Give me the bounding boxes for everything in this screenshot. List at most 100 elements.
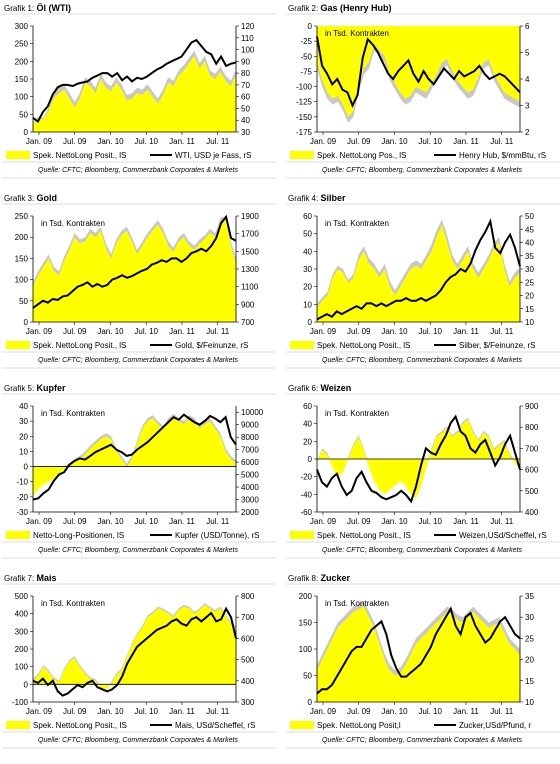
left-tick-label: -75 (300, 67, 312, 76)
right-tick-label: 700 (525, 444, 539, 453)
right-tick-label: 800 (241, 592, 255, 601)
units-annotation: in Tsd. Kontrakten (41, 599, 105, 608)
right-tick-label: 3000 (241, 496, 259, 505)
legend-label-area: Spek. NettoLong Pos., lS (317, 151, 406, 160)
left-tick-label: 10 (19, 447, 28, 456)
left-tick-label: 300 (15, 627, 29, 636)
x-tick-label: Jul. 11 (206, 517, 230, 526)
source-note: Quelle: CFTC; Bloomberg, Commerzbank Cor… (38, 357, 238, 364)
chart-panel-6: Grafik 6: Weizen -60 -40 -20 0 20 40 60 400 500 60… (286, 383, 560, 559)
x-tick-label: Jul. 10 (418, 517, 442, 526)
x-tick-label: Jul. 11 (490, 707, 514, 716)
left-tick-label: 50 (19, 110, 28, 119)
right-tick-label: 90 (241, 57, 250, 66)
left-tick-label: 0 (24, 680, 29, 689)
chart-title-name: Mais (36, 573, 56, 583)
left-tick-label: 250 (15, 40, 29, 49)
right-tick-label: 40 (525, 239, 534, 248)
legend-label-line: Mais, USd/Scheffel, rS (175, 721, 255, 730)
left-tick-label: -25 (300, 37, 312, 46)
left-tick-label: 20 (303, 283, 312, 292)
left-tick-label: 100 (15, 663, 29, 672)
legend-label-line: WTI, USD je Fass, rS (175, 151, 251, 160)
left-tick-label: 200 (299, 592, 313, 601)
chart-panel-3: Grafik 3: Gold 0 50 100 150 200 250 700 900 1100 1… (2, 193, 276, 369)
source-note: Quelle: CFTC; Bloomberg, Commerzbank Cor… (38, 167, 238, 174)
left-tick-label: 200 (15, 57, 29, 66)
right-tick-label: 30 (241, 128, 250, 137)
right-tick-label: 500 (525, 487, 539, 496)
chart-title-name: Gas (Henry Hub) (320, 3, 391, 13)
right-tick-label: 500 (241, 656, 255, 665)
legend-label-line: Henry Hub, $/mmBtu, rS (459, 151, 546, 160)
right-tick-label: 5000 (241, 471, 259, 480)
left-tick-label: 20 (303, 437, 312, 446)
x-tick-label: Jul. 09 (347, 707, 371, 716)
x-tick-label: Jul. 10 (418, 327, 442, 336)
right-tick-label: 45 (525, 225, 534, 234)
chart-title-name: Weizen (320, 383, 351, 393)
right-tick-label: 25 (525, 634, 534, 643)
x-tick-label: Jan. 11 (453, 517, 479, 526)
units-annotation: in Tsd. Kontrakten (325, 409, 389, 418)
source-note: Quelle: CFTC; Bloomberg, Commerzbank Cor… (322, 357, 522, 364)
legend-label-area: Spek. NettoLong Posit., lS (33, 151, 126, 160)
right-tick-label: 15 (525, 305, 534, 314)
x-tick-label: Jan. 10 (97, 327, 124, 336)
chart-title-name: Silber (320, 193, 346, 203)
x-tick-label: Jul. 09 (63, 327, 87, 336)
x-tick-label: Jan. 10 (381, 327, 408, 336)
legend-label-line: Weizen,USd/Scheffel, rS (459, 531, 547, 540)
chart-title-prefix: Grafik 4: (288, 194, 320, 203)
chart-panel-5: Grafik 5: Kupfer -30 -20 -10 0 10 20 30 40 2000 30… (2, 383, 276, 559)
left-tick-label: 0 (24, 128, 29, 137)
right-tick-label: 10000 (241, 408, 264, 417)
left-tick-label: -125 (296, 98, 313, 107)
x-tick-label: Jan. 10 (97, 517, 124, 526)
chart-title: Grafik 5: Kupfer (4, 383, 66, 393)
right-tick-label: 25 (525, 278, 534, 287)
right-tick-label: 700 (241, 318, 255, 327)
positions-area (33, 216, 236, 322)
right-tick-label: 35 (525, 252, 534, 261)
price-line (32, 413, 237, 501)
right-tick-label: 600 (241, 634, 255, 643)
units-annotation: in Tsd. Kontrakten (325, 219, 389, 228)
left-tick-label: 20 (19, 432, 28, 441)
price-line (316, 218, 521, 321)
x-tick-label: Jan. 10 (381, 137, 408, 146)
legend-swatch-area (6, 531, 30, 539)
x-tick-label: Jul. 10 (134, 327, 158, 336)
x-tick-label: Jan. 09 (26, 517, 53, 526)
legend-swatch-area (290, 721, 314, 729)
legend-swatch-area (290, 341, 314, 349)
chart-title-prefix: Grafik 7: (4, 574, 36, 583)
right-tick-label: 700 (241, 613, 255, 622)
x-tick-label: Jul. 11 (206, 707, 230, 716)
right-tick-label: 1100 (241, 283, 259, 292)
left-tick-label: 60 (303, 212, 312, 221)
x-tick-label: Jul. 10 (134, 137, 158, 146)
legend-label-area: Spek. NettoLong Posit., lS (33, 341, 126, 350)
right-tick-label: 80 (241, 69, 250, 78)
chart-panel-8: Grafik 8: Zucker 0 50 100 150 200 10 15 20 25 30 35… (286, 573, 560, 749)
left-tick-label: 0 (308, 22, 313, 31)
right-tick-label: 4000 (241, 483, 259, 492)
chart-title: Grafik 4: Silber (288, 193, 346, 203)
legend-swatch-area (290, 151, 314, 159)
left-tick-label: 40 (19, 402, 28, 411)
left-tick-label: 50 (303, 230, 312, 239)
legend-label-line: Silber, $/Feinunze, rS (459, 341, 535, 350)
right-tick-label: 1500 (241, 247, 259, 256)
right-tick-label: 40 (241, 116, 250, 125)
left-tick-label: 0 (24, 463, 29, 472)
x-tick-label: Jan. 11 (169, 707, 195, 716)
right-tick-label: 1300 (241, 265, 259, 274)
right-tick-label: 2 (525, 128, 530, 137)
left-tick-label: 30 (303, 265, 312, 274)
right-tick-label: 20 (525, 292, 534, 301)
chart-title: Grafik 3: Gold (4, 193, 57, 203)
left-tick-label: 10 (303, 300, 312, 309)
x-tick-label: Jul. 11 (490, 137, 514, 146)
right-tick-label: 30 (525, 613, 534, 622)
